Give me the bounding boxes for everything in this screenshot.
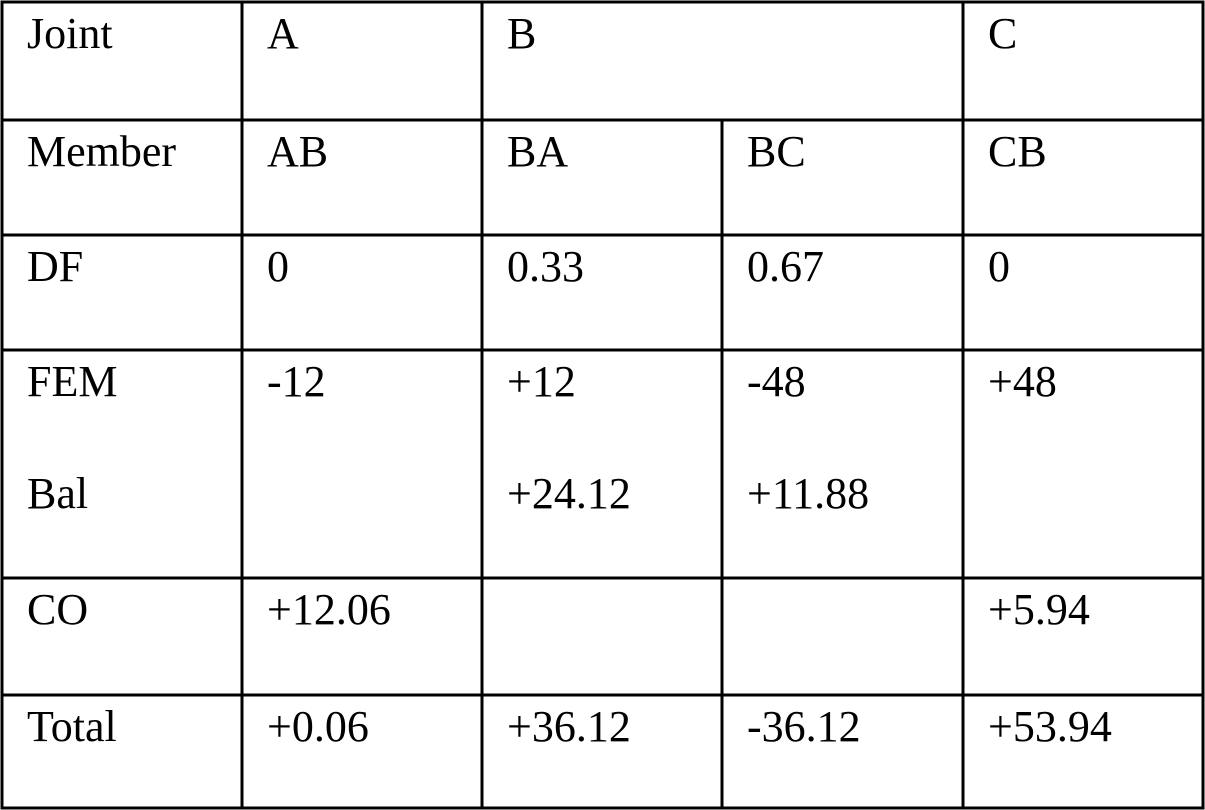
- cell-text: 0: [988, 242, 1010, 291]
- cell-text: +12.06: [267, 585, 391, 634]
- cell-text: +53.94: [988, 702, 1112, 751]
- cell-text: +24.12: [507, 469, 631, 518]
- cell-text: CO: [27, 585, 88, 634]
- cell-text: BC: [747, 127, 806, 176]
- cell-text: +0.06: [267, 702, 369, 751]
- cell-text: -48: [747, 357, 806, 406]
- cell-text: -12: [267, 357, 326, 406]
- cell-text: DF: [27, 242, 83, 291]
- cell-text: Total: [27, 702, 117, 751]
- cell-text: B: [507, 9, 536, 58]
- cell-text: +12: [507, 357, 576, 406]
- cell-text: CB: [988, 127, 1047, 176]
- cell-text: -36.12: [747, 702, 861, 751]
- cell-text: Member: [27, 127, 176, 176]
- cell-text: +5.94: [988, 585, 1090, 634]
- cell-text: +36.12: [507, 702, 631, 751]
- cell-text: Joint: [27, 9, 113, 58]
- cell-text: 0.67: [747, 242, 824, 291]
- cell-text: A: [267, 9, 299, 58]
- cell-text: Bal: [27, 469, 88, 518]
- cell-text: C: [988, 9, 1017, 58]
- cell-text: AB: [267, 127, 328, 176]
- cell-text: BA: [507, 127, 568, 176]
- cell-text: +11.88: [747, 469, 869, 518]
- cell-text: 0.33: [507, 242, 584, 291]
- cell-text: +48: [988, 357, 1057, 406]
- cell-text: 0: [267, 242, 289, 291]
- cell-text: FEM: [27, 357, 117, 406]
